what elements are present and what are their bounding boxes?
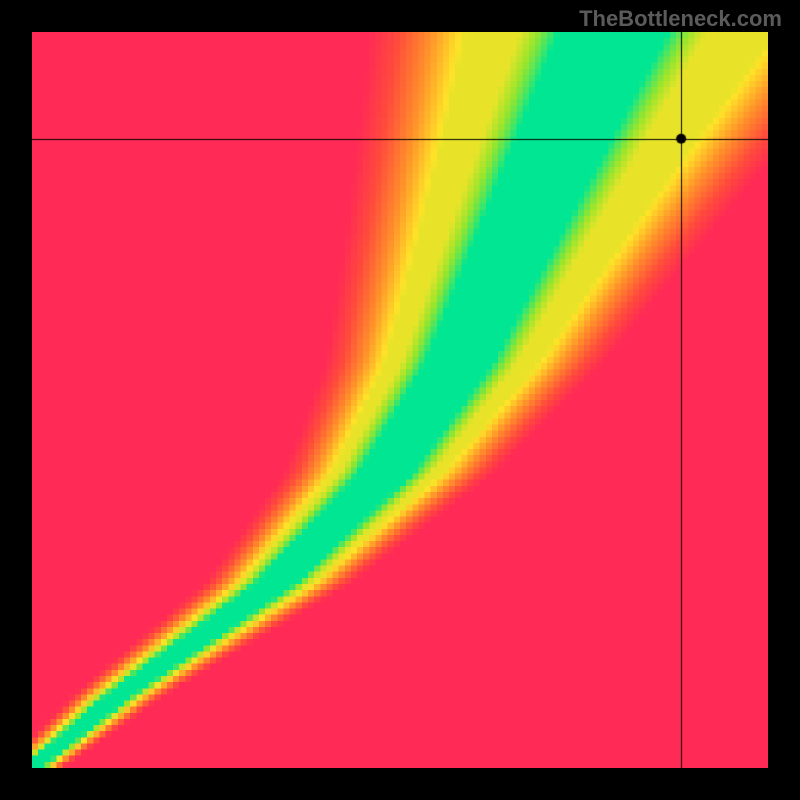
chart-container: TheBottleneck.com [0,0,800,800]
crosshair-overlay [32,32,768,768]
watermark-text: TheBottleneck.com [579,6,782,32]
